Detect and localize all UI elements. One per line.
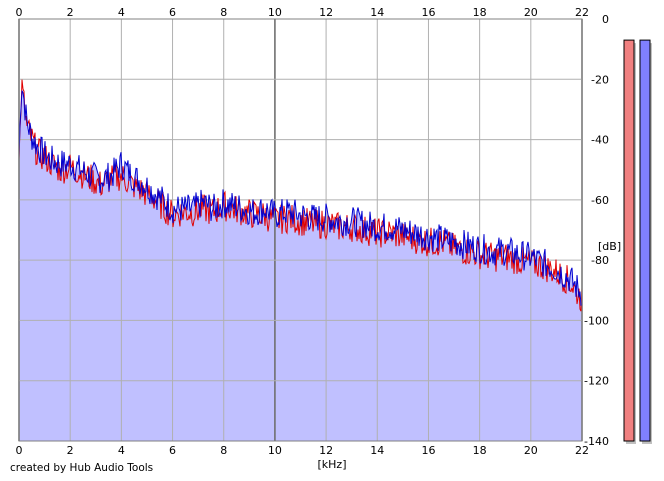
- x-tick-label-bottom: 2: [67, 444, 74, 457]
- y-tick-label: -120: [584, 375, 609, 388]
- y-axis-label: [dB]: [598, 240, 621, 253]
- y-tick-label: -60: [591, 194, 609, 207]
- y-tick-label: -20: [591, 73, 609, 86]
- x-tick-label-top: 10: [268, 6, 282, 19]
- level-meter-blue: [639, 39, 651, 442]
- x-tick-label-top: 4: [118, 6, 125, 19]
- x-tick-label-bottom: 12: [319, 444, 333, 457]
- x-tick-label-top: 8: [220, 6, 227, 19]
- x-tick-label-bottom: 10: [268, 444, 282, 457]
- x-tick-label-bottom: 6: [169, 444, 176, 457]
- x-tick-label-top: 16: [421, 6, 435, 19]
- plot-border: [18, 18, 583, 442]
- level-meter-red: [623, 39, 635, 442]
- y-tick-label: -100: [584, 314, 609, 327]
- y-tick-label: -40: [591, 134, 609, 147]
- x-tick-label-bottom: 22: [575, 444, 589, 457]
- x-tick-label-top: 22: [575, 6, 589, 19]
- x-tick-label-bottom: 0: [16, 444, 23, 457]
- x-tick-label-top: 14: [370, 6, 384, 19]
- spectrum-line-blue: [18, 90, 583, 307]
- x-tick-label-top: 20: [524, 6, 538, 19]
- y-tick-label: 0: [602, 13, 609, 26]
- x-tick-label-top: 2: [67, 6, 74, 19]
- credit-text: created by Hub Audio Tools: [10, 462, 154, 474]
- x-tick-label-bottom: 4: [118, 444, 125, 457]
- x-tick-label-bottom: 18: [473, 444, 487, 457]
- x-axis-label: [kHz]: [318, 458, 347, 471]
- x-tick-label-top: 18: [473, 6, 487, 19]
- x-tick-label-top: 6: [169, 6, 176, 19]
- x-tick-label-top: 0: [16, 6, 23, 19]
- x-tick-label-top: 12: [319, 6, 333, 19]
- x-tick-label-bottom: 8: [220, 444, 227, 457]
- y-tick-label: -80: [591, 254, 609, 267]
- x-tick-label-bottom: 20: [524, 444, 538, 457]
- y-tick-label: -140: [584, 435, 609, 448]
- spectrum-fill: [19, 90, 582, 441]
- x-tick-label-bottom: 14: [370, 444, 384, 457]
- x-tick-label-bottom: 16: [421, 444, 435, 457]
